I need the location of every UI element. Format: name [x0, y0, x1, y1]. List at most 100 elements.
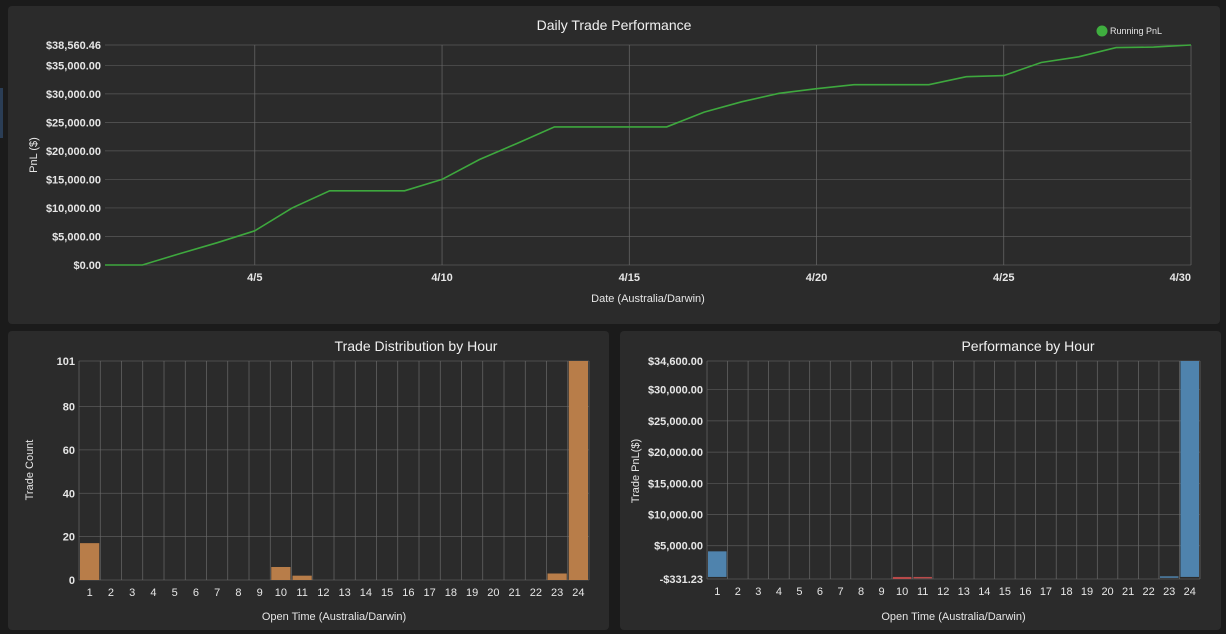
- y-tick-label: $15,000.00: [648, 478, 703, 490]
- x-tick-label: 4/25: [993, 272, 1014, 284]
- x-tick-label: 3: [129, 587, 135, 599]
- bar: [1180, 361, 1199, 577]
- y-tick-label: $10,000.00: [46, 203, 101, 215]
- x-tick-label: 14: [360, 587, 372, 599]
- bar: [271, 566, 291, 580]
- y-tick-label: 20: [63, 532, 75, 544]
- x-tick-label: 4: [150, 587, 156, 599]
- legend-label: Running PnL: [1110, 26, 1162, 36]
- x-tick-label: 10: [896, 586, 908, 598]
- x-tick-label: 2: [735, 586, 741, 598]
- y-tick-label: 40: [63, 488, 75, 500]
- x-tick-label: 4/20: [806, 272, 827, 284]
- y-axis-label: Trade Count: [24, 440, 36, 501]
- x-tick-label: 13: [958, 586, 970, 598]
- bar: [913, 576, 932, 579]
- x-tick-label: 4: [776, 586, 782, 598]
- x-tick-label: 21: [509, 587, 521, 599]
- x-tick-label: 1: [714, 586, 720, 598]
- x-tick-label: 11: [296, 587, 307, 599]
- y-tick-label: $15,000.00: [46, 174, 101, 186]
- x-tick-label: 7: [837, 586, 843, 598]
- y-tick-label: $38,560.46: [46, 40, 101, 52]
- x-tick-label: 16: [1019, 586, 1031, 598]
- y-tick-label: $5,000.00: [654, 541, 703, 553]
- x-tick-label: 22: [530, 587, 542, 599]
- bar: [80, 543, 100, 580]
- x-tick-label: 4/30: [1170, 272, 1191, 284]
- x-tick-label: 14: [978, 586, 990, 598]
- chart-title: Trade Distribution by Hour: [335, 338, 498, 354]
- y-axis-label: Trade PnL($): [630, 439, 642, 503]
- y-tick-label: 0: [69, 575, 75, 587]
- x-tick-label: 23: [551, 587, 563, 599]
- x-tick-label: 4/15: [619, 272, 640, 284]
- chart-title: Performance by Hour: [961, 338, 1094, 354]
- trade-distribution-panel: 0 20 40 60 80 101 1 2 3 4 5 6 7 8 9 10 11 12 13 14 15 16 17 18 1…: [8, 331, 609, 630]
- y-tick-label: 101: [57, 356, 75, 368]
- performance-by-hour-panel: -$331.23 $5,000.00 $10,000.00 $15,000.00 $20…: [620, 331, 1221, 630]
- x-tick-label: 20: [487, 587, 499, 599]
- y-tick-label: -$331.23: [660, 574, 703, 586]
- left-edge-accent: [0, 88, 3, 138]
- x-tick-label: 19: [466, 587, 478, 599]
- x-tick-label: 1: [87, 587, 93, 599]
- y-tick-label: $20,000.00: [648, 447, 703, 459]
- x-tick-label: 17: [424, 587, 436, 599]
- y-tick-label: $0.00: [73, 260, 101, 272]
- x-tick-label: 19: [1081, 586, 1093, 598]
- x-tick-label: 5: [796, 586, 802, 598]
- x-tick-label: 18: [445, 587, 457, 599]
- x-tick-label: 9: [879, 586, 885, 598]
- y-tick-label: $25,000.00: [46, 117, 101, 129]
- y-tick-label: $30,000.00: [46, 89, 101, 101]
- running-pnl-line: [105, 44, 1192, 266]
- chart-title: Daily Trade Performance: [537, 17, 692, 33]
- x-tick-label: 8: [858, 586, 864, 598]
- x-tick-label: 4/5: [247, 272, 262, 284]
- x-tick-label: 5: [172, 587, 178, 599]
- x-tick-label: 9: [257, 587, 263, 599]
- x-tick-label: 12: [317, 587, 329, 599]
- x-tick-label: 6: [193, 587, 199, 599]
- x-tick-label: 24: [1184, 586, 1196, 598]
- y-tick-label: $10,000.00: [648, 510, 703, 522]
- x-tick-label: 7: [214, 587, 220, 599]
- x-tick-label: 13: [339, 587, 351, 599]
- x-axis-label: Date (Australia/Darwin): [591, 293, 705, 305]
- bar: [547, 573, 567, 580]
- y-tick-label: $35,000.00: [46, 60, 101, 72]
- performance-by-hour-chart: -$331.23 $5,000.00 $10,000.00 $15,000.00 $20…: [630, 338, 1201, 623]
- x-tick-label: 21: [1122, 586, 1134, 598]
- bar: [292, 575, 312, 580]
- y-tick-label: $5,000.00: [52, 231, 101, 243]
- y-tick-label: 60: [63, 445, 75, 457]
- bar: [568, 361, 588, 580]
- y-tick-label: $20,000.00: [46, 146, 101, 158]
- x-tick-label: 15: [999, 586, 1011, 598]
- x-tick-label: 8: [235, 587, 241, 599]
- x-tick-label: 11: [917, 586, 928, 598]
- x-tick-label: 10: [275, 587, 287, 599]
- x-tick-label: 24: [572, 587, 584, 599]
- x-tick-label: 16: [402, 587, 414, 599]
- x-tick-label: 4/10: [431, 272, 452, 284]
- y-axis-label: PnL ($): [28, 137, 40, 173]
- x-tick-label: 2: [108, 587, 114, 599]
- x-tick-label: 17: [1040, 586, 1052, 598]
- daily-trade-performance-chart: $0.00 $5,000.00 $10,000.00 $15,000.00 $20,00…: [28, 17, 1192, 305]
- x-tick-label: 22: [1143, 586, 1155, 598]
- x-tick-label: 3: [755, 586, 761, 598]
- bar: [1159, 576, 1179, 578]
- bar: [892, 576, 912, 579]
- x-tick-label: 23: [1163, 586, 1175, 598]
- daily-trade-performance-panel: $0.00 $5,000.00 $10,000.00 $15,000.00 $20,00…: [8, 6, 1220, 324]
- x-tick-label: 12: [937, 586, 949, 598]
- y-tick-label: $30,000.00: [648, 385, 703, 397]
- x-tick-label: 18: [1060, 586, 1072, 598]
- x-tick-label: 20: [1101, 586, 1113, 598]
- x-axis-label: Open Time (Australia/Darwin): [881, 611, 1025, 623]
- x-tick-label: 6: [817, 586, 823, 598]
- y-tick-label: 80: [63, 402, 75, 414]
